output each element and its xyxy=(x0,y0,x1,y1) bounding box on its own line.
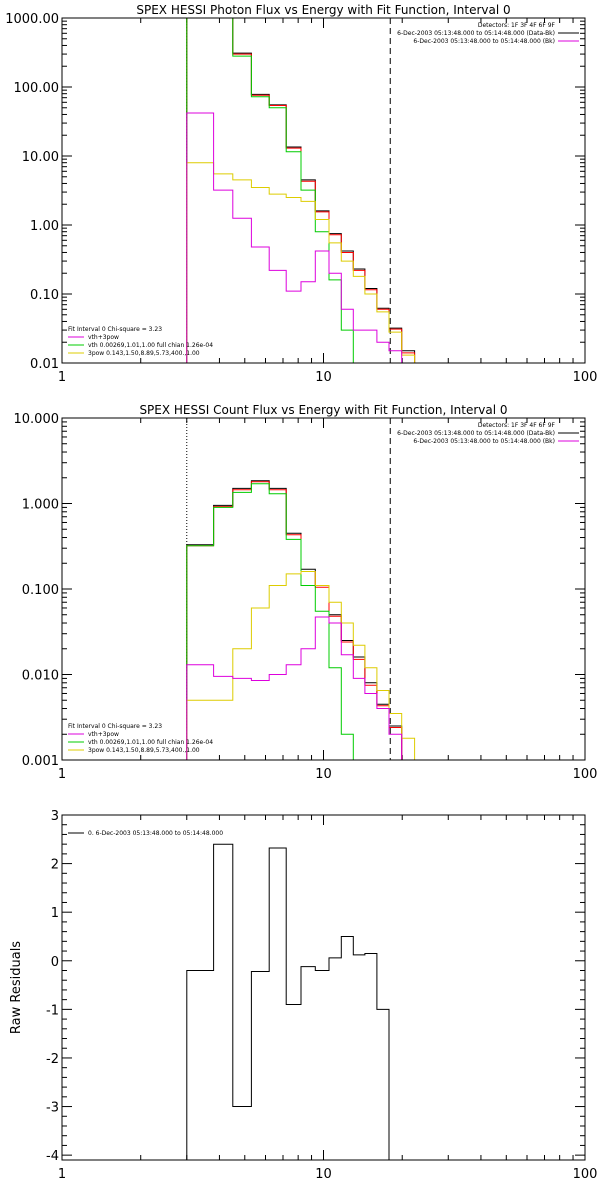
legend-label: vth 0.00269,1.01,1.00 full chian 1.26e-0… xyxy=(88,739,213,746)
series-vth xyxy=(186,18,415,363)
x-tick-label: 10 xyxy=(315,767,332,782)
y-tick-label: 10.000 xyxy=(14,412,60,427)
legend-label: vth 0.00269,1.01,1.00 full chian 1.26e-0… xyxy=(88,342,213,349)
y-tick-label: 0.010 xyxy=(22,669,59,684)
y-tick-label: 0.001 xyxy=(22,754,59,769)
series-bk xyxy=(186,616,415,760)
y-tick-label: 1 xyxy=(51,906,59,921)
legend-label: 6-Dec-2003 05:13:48.000 to 05:14:48.000 … xyxy=(397,30,555,37)
legend-label: 0. 6-Dec-2003 05:13:48.000 to 05:14:48.0… xyxy=(88,830,223,837)
legend-label: 6-Dec-2003 05:13:48.000 to 05:14:48.000 … xyxy=(397,430,555,437)
y-tick-label: -4 xyxy=(46,1149,59,1164)
plot-frame xyxy=(61,814,586,1161)
y-tick-label: 1.000 xyxy=(22,498,59,513)
count-flux-chart: SPEX HESSI Count Flux vs Energy with Fit… xyxy=(14,403,598,782)
y-tick-label: 1.00 xyxy=(30,219,59,234)
plot-frame xyxy=(61,417,586,761)
series-vth xyxy=(186,483,415,760)
y-tick-label: -1 xyxy=(46,1003,59,1018)
series-data-bk xyxy=(186,18,416,363)
y-tick-label: 100.00 xyxy=(14,81,60,96)
legend-label: 6-Dec-2003 05:13:48.000 to 05:14:48.000 … xyxy=(413,38,555,45)
x-tick-label: 100 xyxy=(573,1167,598,1182)
legend-label: vth+3pow xyxy=(88,731,119,738)
y-tick-label: 2 xyxy=(51,858,59,873)
y-tick-label: 0.01 xyxy=(30,357,59,372)
legend-label: Fit Interval 0 Chi-square = 3.23 xyxy=(68,326,162,333)
residuals-chart: Raw Residuals 1 10 100 -4 -3 -2 -1 0 1 2 3 0. 6-Dec-… xyxy=(9,809,597,1182)
x-tick-label: 100 xyxy=(573,767,598,782)
series-3pow xyxy=(186,162,416,363)
y-tick-label: -2 xyxy=(46,1052,59,1067)
series-data-bk xyxy=(186,480,415,760)
y-tick-label: 1000.00 xyxy=(5,12,59,27)
y-tick-label: 3 xyxy=(51,809,59,824)
legend-label: 3pow 0.143,1.50,8.89,5.73,400.,1.00 xyxy=(88,350,200,357)
x-tick-label: 10 xyxy=(315,370,332,385)
y-tick-label: 0 xyxy=(51,955,59,970)
chart-title: SPEX HESSI Photon Flux vs Energy with Fi… xyxy=(136,3,510,17)
legend-label: vth+3pow xyxy=(88,334,119,341)
series-data-bk xyxy=(186,481,415,760)
legend-label: 3pow 0.143,1.50,8.89,5.73,400.,1.00 xyxy=(88,747,200,754)
photon-flux-chart: SPEX HESSI Photon Flux vs Energy with Fi… xyxy=(5,3,597,385)
x-tick-label: 10 xyxy=(315,1167,332,1182)
series-0- xyxy=(186,843,390,1160)
x-tick-label: 1 xyxy=(58,767,66,782)
x-tick-label: 100 xyxy=(573,370,598,385)
series-bk xyxy=(186,112,415,363)
y-tick-label: 0.100 xyxy=(22,583,59,598)
chart-title: SPEX HESSI Count Flux vs Energy with Fit… xyxy=(139,403,507,417)
y-tick-label: 10.00 xyxy=(22,150,59,165)
legend-label: 6-Dec-2003 05:13:48.000 to 05:14:48.000 … xyxy=(413,438,555,445)
plot-frame xyxy=(61,17,586,364)
legend-label: Fit Interval 0 Chi-square = 3.23 xyxy=(68,723,162,730)
legend-label: Detectors: 1F 3F 4F 6F 9F xyxy=(478,422,556,429)
y-axis-label: Raw Residuals xyxy=(9,941,24,1034)
series-data-bk xyxy=(186,18,416,363)
legend-label: Detectors: 1F 3F 4F 6F 9F xyxy=(478,22,556,29)
x-tick-label: 1 xyxy=(58,1167,66,1182)
x-tick-label: 1 xyxy=(58,370,66,385)
y-tick-label: -3 xyxy=(46,1101,59,1116)
y-tick-label: 0.10 xyxy=(30,288,59,303)
series-3pow xyxy=(186,571,416,760)
